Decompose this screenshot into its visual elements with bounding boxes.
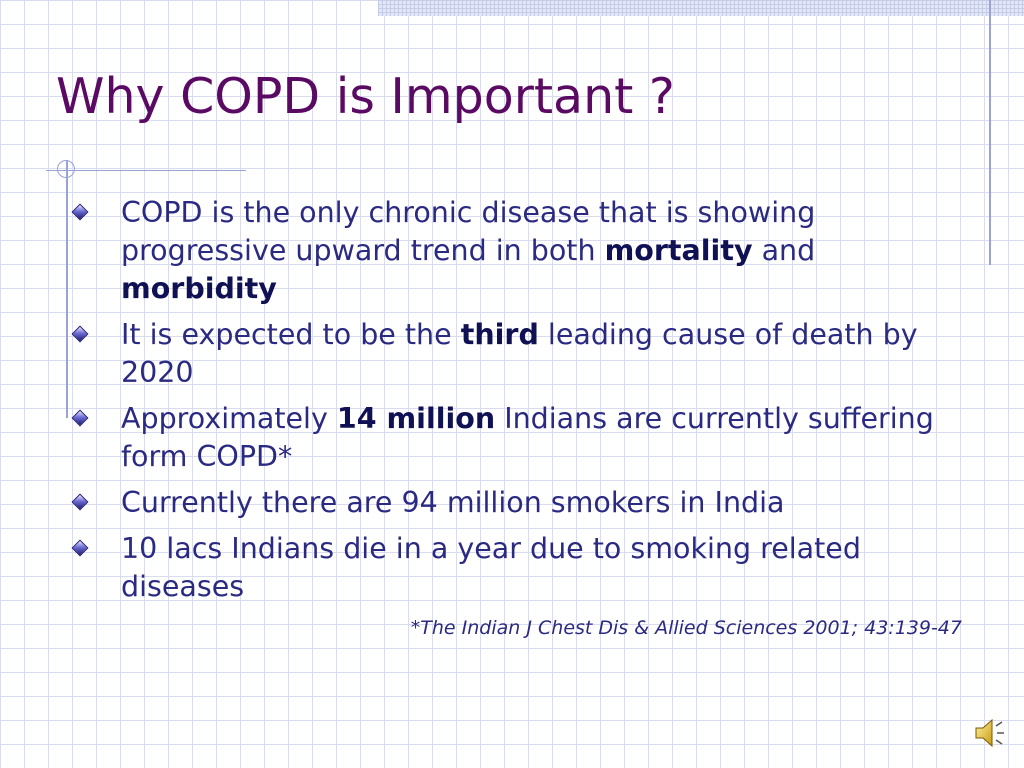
- bullet-item: 10 lacs Indians die in a year due to smo…: [70, 530, 970, 606]
- right-accent-line: [989, 0, 991, 265]
- diamond-icon: [71, 203, 89, 221]
- title-underline: [46, 170, 246, 171]
- bullet-text: leading cause of death by 2020: [121, 318, 918, 389]
- diamond-icon: [71, 409, 89, 427]
- bullet-emphasis: third: [460, 318, 539, 351]
- diamond-icon: [71, 493, 89, 511]
- slide-title: Why COPD is Important ?: [56, 68, 675, 125]
- diamond-icon: [71, 539, 89, 557]
- diamond-icon: [71, 325, 89, 343]
- bullet-text: and: [752, 234, 816, 267]
- top-decoration-band: [378, 0, 1024, 16]
- left-accent-line: [66, 160, 68, 418]
- bullet-item: COPD is the only chronic disease that is…: [70, 194, 970, 308]
- bullet-emphasis: mortality: [604, 234, 753, 267]
- bullet-text: Indians are currently suffering form COP…: [121, 402, 934, 473]
- ring-icon: [57, 160, 75, 178]
- bullet-item: Currently there are 94 million smokers i…: [70, 484, 970, 522]
- bullet-text: COPD is the only chronic disease that is…: [121, 196, 816, 267]
- bullet-item: Approximately 14 million Indians are cur…: [70, 400, 970, 476]
- bullet-emphasis: morbidity: [121, 272, 277, 305]
- citation: *The Indian J Chest Dis & Allied Science…: [410, 617, 962, 639]
- bullet-text: 10 lacs Indians die in a year due to smo…: [121, 532, 861, 603]
- bullet-list: COPD is the only chronic disease that is…: [70, 194, 970, 614]
- bullet-emphasis: 14 million: [336, 402, 496, 435]
- bullet-text: Approximately: [121, 402, 337, 435]
- bullet-item: It is expected to be the third leading c…: [70, 316, 970, 392]
- bullet-text: Currently there are 94 million smokers i…: [121, 486, 785, 519]
- speaker-icon[interactable]: [973, 716, 1007, 750]
- bullet-text: It is expected to be the: [121, 318, 461, 351]
